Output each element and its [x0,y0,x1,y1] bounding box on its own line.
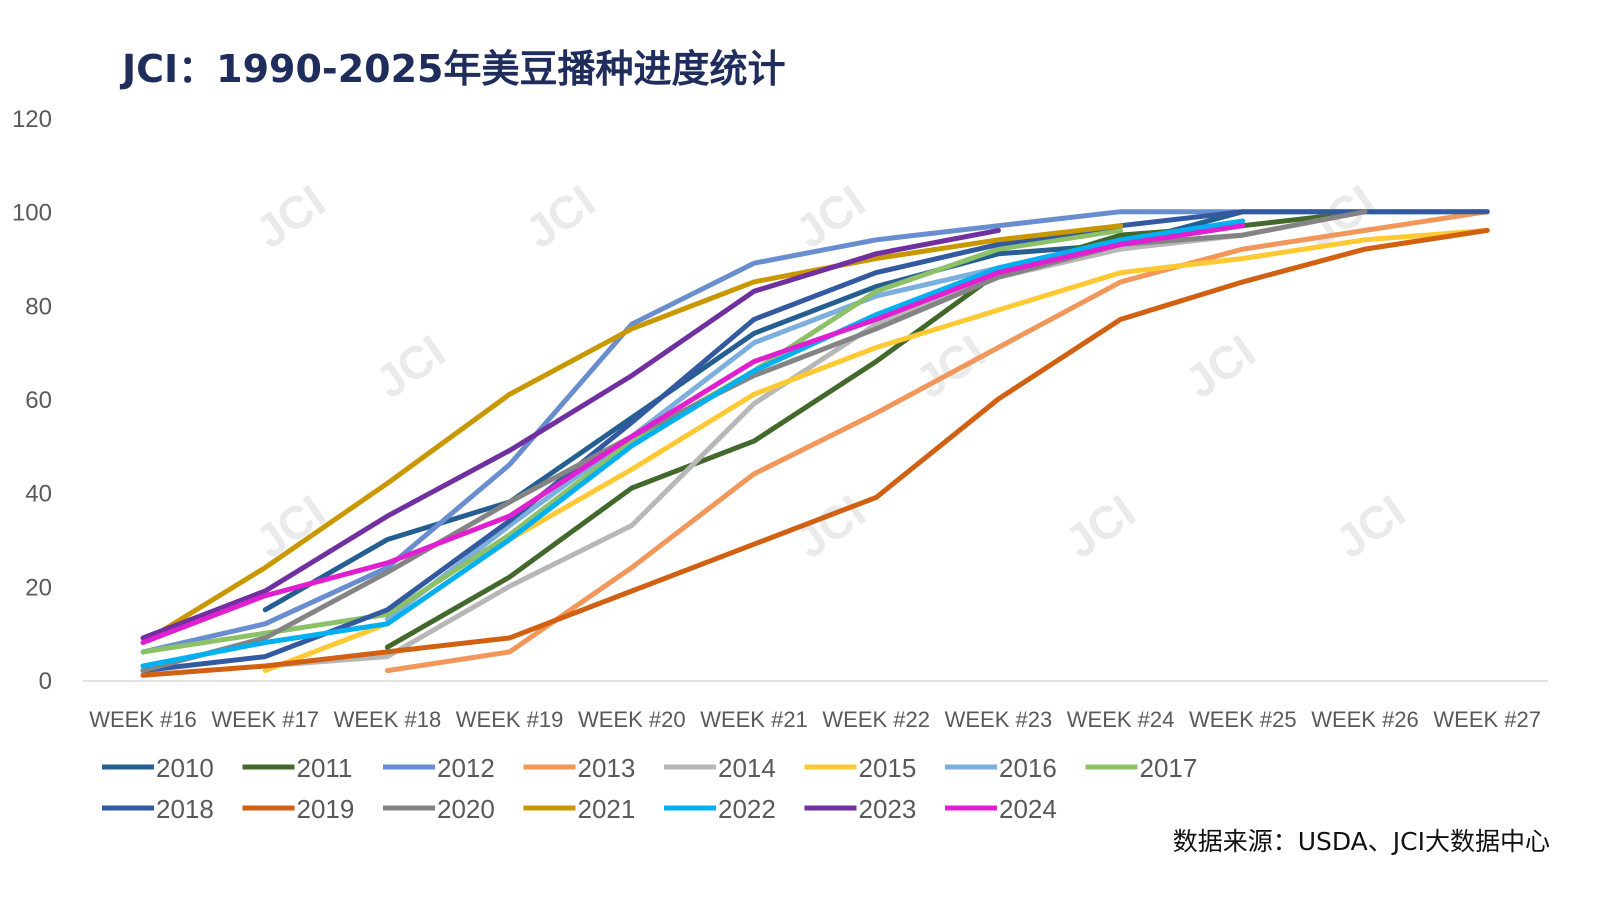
legend-label: 2016 [999,753,1057,783]
legend-label: 2013 [578,753,636,783]
legend-item-2017: 2017 [1085,753,1198,783]
legend-label: 2022 [718,794,776,824]
legend-item-2018: 2018 [102,794,214,824]
y-tick-label: 80 [25,293,52,320]
series-line-2011 [384,209,1368,650]
series-line-2012 [140,209,1490,655]
watermark-text: JCI [1056,485,1144,569]
series-line-2013 [384,209,1490,674]
legend-label: 2010 [156,753,214,783]
x-tick-label: WEEK #17 [211,707,319,732]
legend-label: 2017 [1140,753,1198,783]
watermark-text: JCI [1176,325,1264,409]
y-tick-label: 0 [39,668,52,695]
x-tick-label: WEEK #20 [578,707,686,732]
x-tick-label: WEEK #27 [1433,707,1541,732]
series-line-2021 [140,223,1124,645]
y-tick-label: 20 [25,574,52,601]
legend-item-2013: 2013 [523,753,636,783]
legend-label: 2021 [578,794,636,824]
legend-item-2023: 2023 [804,794,917,824]
x-tick-label: WEEK #18 [334,707,442,732]
watermark-text: JCI [906,325,994,409]
legend-label: 2015 [859,753,917,783]
legend-item-2019: 2019 [242,794,355,824]
legend-label: 2020 [437,794,495,824]
legend-item-2022: 2022 [664,794,776,824]
legend-label: 2023 [859,794,917,824]
watermark-text: JCI [786,175,874,259]
legend-item-2011: 2011 [242,753,353,783]
x-tick-label: WEEK #23 [945,707,1053,732]
watermark-text: JCI [516,175,604,259]
x-axis: WEEK #16 WEEK #17 WEEK #18 WEEK #19 WEEK #20… [89,707,1541,732]
legend-item-2021: 2021 [523,794,636,824]
series-line-2019 [140,227,1490,678]
legend: 2010 2011 2012 2013 2014 2015 2016 2017 2018 2019… [102,753,1197,824]
legend-label: 2024 [999,794,1057,824]
watermark-text: JCI [366,325,454,409]
series-line-2017 [140,227,1124,655]
series-line-2024 [140,223,1246,645]
legend-label: 2012 [437,753,495,783]
x-tick-label: WEEK #22 [822,707,930,732]
series-line-2016 [384,241,1124,622]
x-tick-label: WEEK #25 [1189,707,1297,732]
y-tick-label: 120 [12,106,52,133]
x-tick-label: WEEK #21 [700,707,808,732]
legend-item-2014: 2014 [664,753,776,783]
series-lines [140,209,1490,678]
watermark-text: JCI [1326,485,1414,569]
legend-item-2024: 2024 [945,794,1057,824]
x-tick-label: WEEK #26 [1311,707,1419,732]
y-tick-label: 100 [12,200,52,227]
legend-item-2020: 2020 [383,794,495,824]
y-tick-label: 60 [25,387,52,414]
series-line-2018 [140,209,1490,674]
legend-item-2015: 2015 [804,753,917,783]
chart-title: JCI：1990-2025年美豆播种进度统计 [122,47,786,91]
source-note: 数据来源：USDA、JCI大数据中心 [1172,827,1550,856]
x-tick-label: WEEK #24 [1067,707,1175,732]
legend-item-2010: 2010 [102,753,214,783]
legend-label: 2011 [297,753,353,783]
legend-label: 2014 [718,753,776,783]
legend-item-2016: 2016 [945,753,1057,783]
watermark-text: JCI [246,175,334,259]
legend-label: 2019 [297,794,355,824]
y-axis: 0 20 40 60 80 100 120 [12,106,52,695]
y-tick-label: 40 [25,481,52,508]
legend-item-2012: 2012 [383,753,495,783]
series-line-2020 [140,209,1368,674]
series-line-2014 [262,209,1368,669]
series-line-2023 [140,227,1001,641]
x-tick-label: WEEK #19 [456,707,564,732]
series-line-2022 [140,218,1246,669]
x-tick-label: WEEK #16 [89,707,197,732]
legend-label: 2018 [156,794,214,824]
